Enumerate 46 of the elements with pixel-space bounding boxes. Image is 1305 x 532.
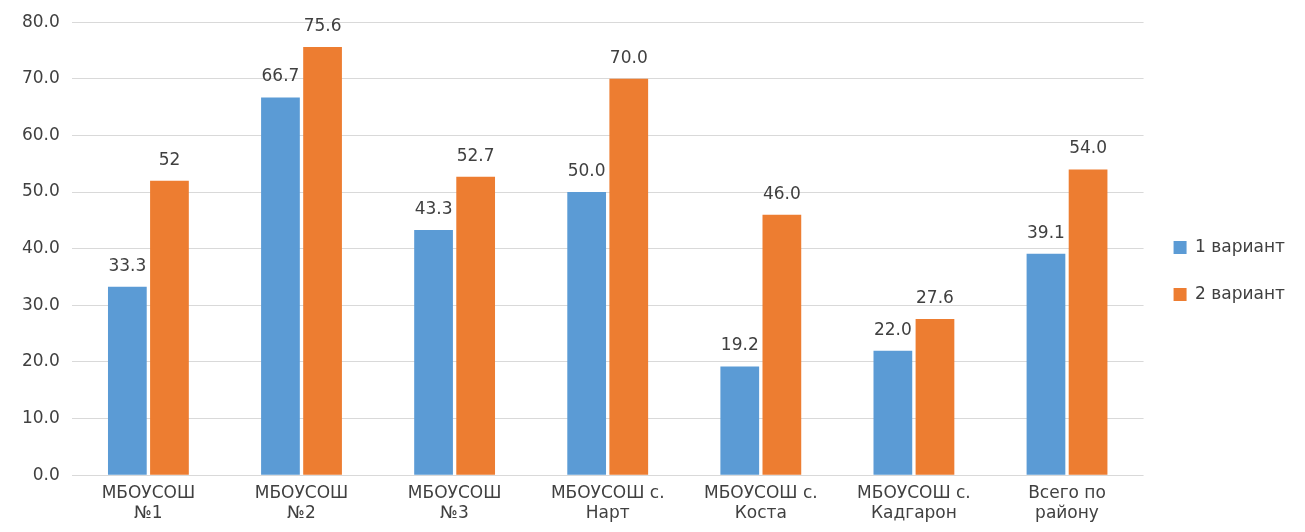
legend-label: 1 вариант xyxy=(1195,235,1286,256)
x-tick-label: МБОУСОШ с. Кадгарон xyxy=(857,481,971,523)
y-tick-label: 10.0 xyxy=(21,407,60,427)
data-label: 70.0 xyxy=(609,46,648,67)
y-tick-label: 80.0 xyxy=(21,10,60,31)
data-label: 33.3 xyxy=(108,254,147,275)
bar xyxy=(720,366,760,475)
y-tick-label: 30.0 xyxy=(21,293,60,314)
x-tick-label: МБОУСОШ №1 xyxy=(101,481,196,523)
bar xyxy=(1068,169,1108,475)
data-label: 22.0 xyxy=(873,318,912,339)
bar xyxy=(150,180,189,475)
x-tick-label: МБОУСОШ с. Коста xyxy=(703,481,818,523)
x-tick-label: Всего по району xyxy=(1028,481,1106,523)
x-tick-label: МБОУСОШ с. Нарт xyxy=(550,481,665,523)
legend-label: 2 вариант xyxy=(1195,282,1286,303)
bar xyxy=(414,230,453,475)
bar xyxy=(567,192,607,475)
bar xyxy=(107,286,147,475)
bar xyxy=(303,47,342,475)
bar xyxy=(873,350,913,475)
data-label: 27.6 xyxy=(916,286,954,307)
data-label: 50.0 xyxy=(567,160,606,180)
bar xyxy=(1026,253,1066,475)
bar xyxy=(456,176,496,475)
data-label: 52.7 xyxy=(456,144,495,165)
bar xyxy=(762,214,802,475)
y-tick-label: 50.0 xyxy=(21,180,60,201)
data-label: 52 xyxy=(158,148,181,169)
bar xyxy=(915,318,955,475)
data-label: 43.3 xyxy=(414,197,453,218)
y-tick-label: 0.0 xyxy=(32,463,60,484)
data-label: 46.0 xyxy=(762,182,801,203)
bar xyxy=(609,78,649,475)
y-tick-label: 20.0 xyxy=(21,350,60,371)
y-tick-label: 40.0 xyxy=(21,237,60,258)
bar xyxy=(261,97,300,475)
data-label: 66.7 xyxy=(261,65,300,86)
data-label: 54.0 xyxy=(1069,137,1107,158)
x-tick-label: МБОУСОШ №3 xyxy=(407,481,502,523)
y-tick-label: 60.0 xyxy=(21,123,60,144)
x-tick-label: МБОУСОШ №2 xyxy=(254,481,349,523)
y-tick-label: 70.0 xyxy=(21,67,60,88)
data-label: 19.2 xyxy=(720,334,759,355)
data-label: 75.6 xyxy=(303,15,342,36)
data-label: 39.1 xyxy=(1027,221,1065,242)
